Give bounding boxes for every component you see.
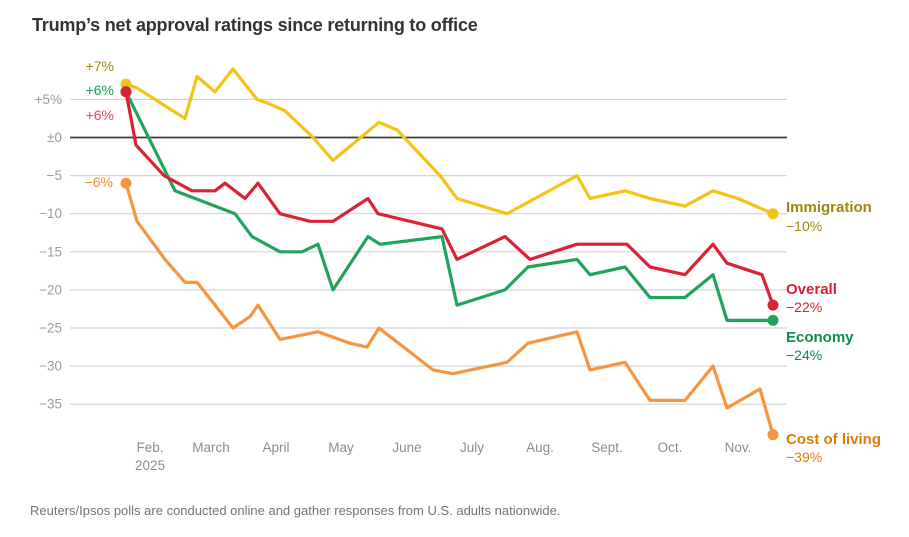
series-end-value-label-immigration: −10% xyxy=(786,218,822,234)
x-tick-label: April xyxy=(262,440,289,455)
y-tick-label: −10 xyxy=(39,206,62,221)
y-tick-label: −25 xyxy=(39,321,62,336)
y-tick-label: −15 xyxy=(39,244,62,259)
series-end-dot-immigration xyxy=(767,208,779,220)
series-name-label-cost_of_living: Cost of living xyxy=(786,431,881,448)
series-end-value-label-economy: −24% xyxy=(786,347,822,363)
series-end-value-label-cost_of_living: −39% xyxy=(786,449,822,465)
year-label: 2025 xyxy=(135,458,165,473)
series-end-dot-economy xyxy=(767,314,779,326)
y-tick-label: −30 xyxy=(39,359,62,374)
series-name-label-economy: Economy xyxy=(786,329,854,346)
x-tick-label: Oct. xyxy=(658,440,683,455)
x-tick-label: Aug. xyxy=(526,440,554,455)
x-tick-label: March xyxy=(192,440,230,455)
y-tick-label: −35 xyxy=(39,397,62,412)
x-tick-label: May xyxy=(328,440,354,455)
series-start-dot-immigration xyxy=(120,78,132,90)
label-layer: +5% ±0 −5 −10 −15 −20 −25 −30 −35 Feb. 2025 March Ap… xyxy=(35,58,881,473)
x-tick-label: June xyxy=(392,440,421,455)
series-end-dot-cost_of_living xyxy=(767,429,779,441)
x-tick-label: Nov. xyxy=(725,440,752,455)
series-name-label-immigration: Immigration xyxy=(786,199,872,216)
x-tick-label: Sept. xyxy=(591,440,623,455)
y-tick-label: −20 xyxy=(39,282,62,297)
series-start-dot-overall xyxy=(120,86,132,98)
y-tick-label: +5% xyxy=(35,92,62,107)
chart-title: Trump’s net approval ratings since retur… xyxy=(32,15,478,35)
series-start-value-label-immigration: +7% xyxy=(86,58,114,74)
series-layer xyxy=(120,67,779,441)
series-end-dot-overall xyxy=(767,299,779,311)
series-start-value-label-overall: +6% xyxy=(86,107,114,123)
series-line-overall xyxy=(124,90,775,307)
series-name-label-overall: Overall xyxy=(786,281,837,298)
series-line-economy xyxy=(124,90,775,322)
series-line-immigration xyxy=(124,67,775,216)
series-end-value-label-overall: −22% xyxy=(786,299,822,315)
y-tick-label: −5 xyxy=(47,168,62,183)
source-note: Reuters/Ipsos polls are conducted online… xyxy=(30,503,561,518)
y-tick-label: ±0 xyxy=(47,130,62,145)
grid-layer xyxy=(70,98,787,405)
series-start-dot-cost_of_living xyxy=(120,177,132,189)
x-tick-label: July xyxy=(460,440,484,455)
series-start-value-label-cost_of_living: −6% xyxy=(85,174,113,190)
x-tick-label: Feb. xyxy=(136,440,163,455)
series-line-cost_of_living xyxy=(124,181,775,437)
series-start-value-label-economy: +6% xyxy=(86,82,114,98)
